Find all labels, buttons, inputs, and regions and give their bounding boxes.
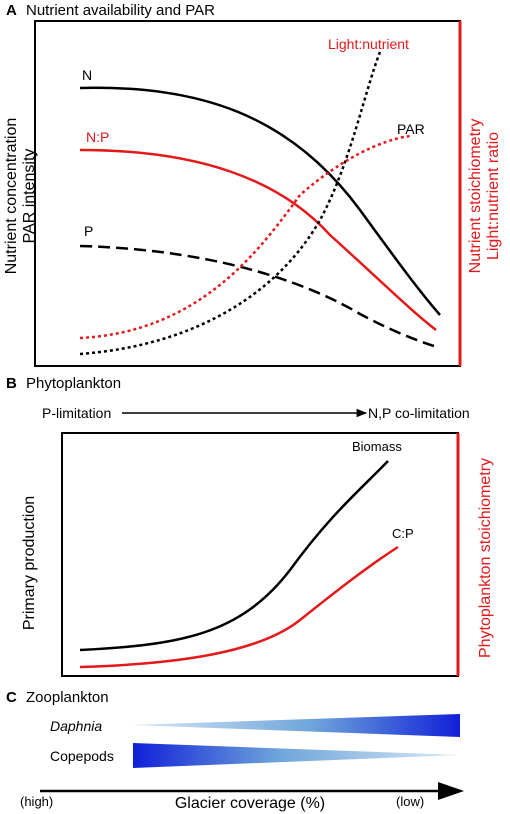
panel-b-ylabel-left: Primary production (21, 496, 38, 630)
curve-n (79, 86, 441, 316)
panel-b: B Phytoplankton P-limitation N,P co-limi… (6, 375, 494, 677)
label-np: N:P (86, 129, 109, 145)
curve-np (79, 148, 437, 331)
label-p: P (84, 223, 93, 239)
panel-b-ylabel-right: Phytoplankton stoichiometry (477, 458, 494, 658)
panel-a-ylabel-right-2: Light:nutrient ratio (485, 132, 502, 260)
row-copepods-label: Copepods (50, 748, 114, 764)
axis-label: Glacier coverage (%) (175, 795, 325, 812)
panel-b-frame (61, 432, 459, 677)
label-cp: C:P (392, 526, 414, 541)
panel-a-ylabel-left-1: Nutrient concentration (3, 118, 20, 275)
panel-a-frame (34, 20, 461, 367)
daphnia-wedge (130, 714, 460, 737)
panel-c-title: Zooplankton (26, 689, 109, 706)
curve-p (79, 244, 435, 348)
panel-c: C Zooplankton Daphnia Copepods (high) Gl… (6, 689, 464, 812)
panel-a-title: Nutrient availability and PAR (26, 2, 215, 19)
label-par: PAR (397, 121, 425, 137)
axis-right-end: (low) (396, 794, 424, 809)
curve-light-nutrient (79, 134, 411, 340)
curve-cp (79, 545, 399, 669)
limitation-start-label: P-limitation (42, 405, 111, 421)
axis-left-end: (high) (20, 794, 53, 809)
panel-b-letter: B (6, 375, 17, 392)
panel-a: A Nutrient availability and PAR Nutrient… (3, 2, 502, 367)
glacier-axis-arrowhead (438, 782, 464, 800)
label-biomass: Biomass (352, 439, 402, 454)
row-daphnia-label: Daphnia (50, 718, 102, 734)
panel-c-letter: C (6, 689, 17, 706)
panel-a-ylabel-left-2: PAR intensity (21, 149, 38, 244)
panel-b-title: Phytoplankton (26, 375, 121, 392)
label-light-nutrient: Light:nutrient (328, 36, 409, 52)
label-n: N (82, 67, 92, 83)
copepods-wedge (133, 743, 460, 768)
limitation-end-label: N,P co-limitation (368, 405, 470, 421)
curve-par (79, 51, 382, 356)
panel-a-letter: A (6, 2, 17, 19)
panel-a-ylabel-right-1: Nutrient stoichiometry (467, 119, 484, 274)
curve-biomass (79, 460, 389, 652)
